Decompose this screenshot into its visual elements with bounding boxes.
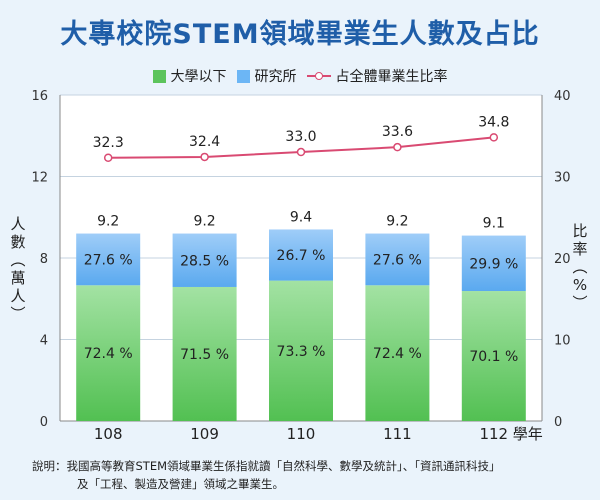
ratio-point: [200, 152, 209, 162]
y-axis-right-label-char: 率: [572, 240, 588, 258]
legend: 大學以下 研究所 占全體畢業生比率: [0, 66, 600, 86]
legend-swatch-bachelor: [152, 69, 166, 83]
y-left-tick-label: 0: [40, 415, 48, 430]
bar-bachelor-label: 72.4 %: [373, 346, 422, 362]
y-left-tick-label: 16: [31, 89, 48, 104]
bar-graduate: [365, 233, 430, 286]
bar-bachelor: [461, 291, 526, 421]
x-tick-label: 109: [190, 425, 219, 443]
y-left-tick-label: 12: [31, 171, 48, 186]
y-axis-left-label-char: ︶: [10, 305, 26, 323]
bar-graduate: [461, 235, 526, 292]
ratio-label: 33.0: [285, 129, 316, 145]
y-left-tick-label: 8: [40, 252, 48, 267]
y-axis-right-label: 比率 ︵% ︶: [570, 222, 590, 312]
y-axis-left-label-char: 萬: [10, 269, 26, 287]
bar-total-label: 9.4: [290, 209, 312, 225]
y-right-tick-label: 20: [554, 252, 571, 267]
ratio-point: [103, 153, 113, 163]
ratio-label: 34.8: [478, 114, 509, 130]
ratio-point: [296, 147, 306, 157]
bar-bachelor: [365, 285, 430, 421]
legend-swatch-graduate: [236, 69, 250, 83]
legend-item-bachelor: 大學以下: [152, 66, 227, 86]
legend-label-ratio: 占全體畢業生比率: [335, 69, 448, 85]
legend-label-graduate: 研究所: [254, 69, 297, 85]
y-axis-left-label-char: 數: [10, 233, 26, 251]
y-axis-right-label-char: %: [572, 276, 588, 294]
x-tick-label: 112: [479, 425, 508, 443]
y-axis-right-label-char: ︵: [572, 258, 588, 276]
y-right-tick-label: 0: [554, 415, 562, 430]
ratio-point: [489, 133, 499, 142]
footnote-line-2: 及「工程、製造及營建」領域之畢業生。: [77, 477, 284, 491]
chart-title: 大專校院STEM領域畢業生人數及占比: [60, 19, 540, 50]
y-left-tick-label: 4: [40, 334, 48, 349]
bar-graduate-label: 29.9 %: [469, 256, 518, 272]
x-tick-label: 111: [383, 425, 412, 443]
bar-total-label: 9.2: [97, 214, 119, 230]
ratio-point: [393, 142, 402, 152]
footnote-line-1: 說明：我國高等教育STEM領域畢業生係指就讀「自然科學、數學及統計」、「資訊通訊…: [32, 459, 501, 473]
bar-total-label: 9.2: [193, 214, 215, 230]
legend-line-marker: [306, 70, 331, 82]
bar-graduate-label: 27.6 %: [84, 252, 133, 268]
footnote: 說明：我國高等教育STEM領域畢業生係指就讀「自然科學、數學及統計」、「資訊通訊…: [32, 457, 592, 493]
ratio-label: 33.6: [382, 124, 413, 140]
x-tick-label: 110: [287, 425, 316, 443]
legend-item-ratio: 占全體畢業生比率: [306, 66, 448, 86]
y-axis-left-label-char: ︵: [10, 251, 26, 269]
bar-graduate-label: 27.6 %: [373, 252, 422, 268]
y-axis-left-label-char: 人: [10, 215, 26, 233]
legend-label-bachelor: 大學以下: [170, 69, 227, 85]
bar-graduate: [172, 233, 237, 287]
y-axis-right-label-char: 比: [572, 222, 588, 240]
bar-graduate-label: 28.5 %: [180, 253, 229, 269]
y-right-tick-label: 30: [554, 171, 571, 186]
bar-bachelor: [172, 286, 237, 421]
bar-total-label: 9.1: [483, 216, 505, 232]
y-axis-right-label-char: ︶: [572, 294, 588, 312]
y-axis-left-label: 人數 ︵ 萬人 ︶: [8, 215, 28, 323]
bar-graduate-label: 26.7 %: [277, 248, 326, 264]
bar-total-label: 9.2: [386, 214, 408, 230]
y-axis-left-label-char: 人: [10, 287, 26, 305]
x-tick-label: 108: [94, 425, 123, 443]
legend-item-graduate: 研究所: [236, 66, 297, 86]
ratio-label: 32.3: [93, 135, 124, 151]
y-right-tick-label: 40: [554, 89, 571, 104]
y-right-tick-label: 10: [554, 334, 571, 349]
bar-graduate: [269, 229, 333, 281]
x-axis-suffix: 學年: [513, 425, 543, 443]
bar-bachelor-label: 72.4 %: [84, 346, 133, 362]
bar-graduate: [76, 233, 141, 286]
bar-bachelor: [76, 285, 141, 421]
chart-plot: 0 4 8 12 16 0 10 20 30 40 72.4 % 27.6 % 9.2 108 71.5 %…: [31, 89, 571, 443]
bar-bachelor-label: 70.1 %: [469, 349, 518, 365]
bar-bachelor-label: 71.5 %: [180, 347, 229, 363]
bar-bachelor: [269, 280, 333, 421]
bar-bachelor-label: 73.3 %: [277, 344, 326, 360]
ratio-label: 32.4: [189, 134, 220, 150]
